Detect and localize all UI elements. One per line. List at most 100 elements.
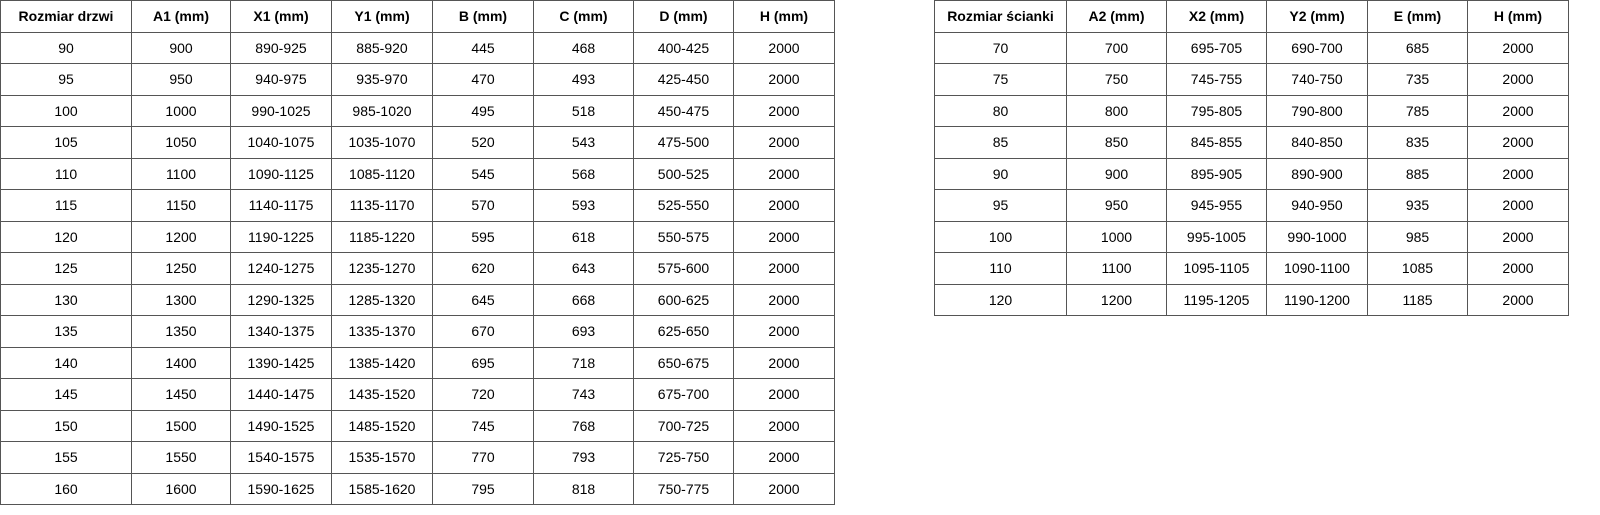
table-cell: 1035-1070 bbox=[331, 126, 433, 159]
table-cell: 740-750 bbox=[1266, 63, 1368, 96]
table-cell: 985 bbox=[1367, 220, 1468, 253]
table-cell: 2000 bbox=[733, 63, 835, 96]
table-row: 90 900 895-905 890-900 885 2000 bbox=[934, 157, 1569, 190]
table-cell: 718 bbox=[533, 346, 634, 379]
column-header: C (mm) bbox=[533, 0, 634, 33]
table-cell: 985-1020 bbox=[331, 94, 433, 127]
table-cell: 693 bbox=[533, 315, 634, 348]
table-cell: 1200 bbox=[1066, 283, 1167, 316]
table-cell: 90 bbox=[934, 157, 1067, 190]
table-cell: 1400 bbox=[131, 346, 231, 379]
table-cell: 595 bbox=[432, 220, 534, 253]
table-cell: 700-725 bbox=[633, 409, 734, 442]
column-header: A2 (mm) bbox=[1066, 0, 1167, 33]
table-row: 110 1100 1095-1105 1090-1100 1085 2000 bbox=[934, 252, 1569, 285]
table-cell: 2000 bbox=[1467, 220, 1569, 253]
table-cell: 940-975 bbox=[230, 63, 332, 96]
table-cell: 568 bbox=[533, 157, 634, 190]
table-cell: 1040-1075 bbox=[230, 126, 332, 159]
table-cell: 1450 bbox=[131, 378, 231, 411]
table-cell: 620 bbox=[432, 252, 534, 285]
table-cell: 500-525 bbox=[633, 157, 734, 190]
table-cell: 1190-1200 bbox=[1266, 283, 1368, 316]
table-cell: 645 bbox=[432, 283, 534, 316]
table-cell: 850 bbox=[1066, 126, 1167, 159]
table-cell: 795-805 bbox=[1166, 94, 1267, 127]
table-cell: 650-675 bbox=[633, 346, 734, 379]
table-cell: 1585-1620 bbox=[331, 472, 433, 505]
table-cell: 115 bbox=[0, 189, 132, 222]
table-cell: 518 bbox=[533, 94, 634, 127]
table-row: 100 1000 995-1005 990-1000 985 2000 bbox=[934, 220, 1569, 253]
table-cell: 1285-1320 bbox=[331, 283, 433, 316]
table-cell: 100 bbox=[0, 94, 132, 127]
table-cell: 1085-1120 bbox=[331, 157, 433, 190]
table-cell: 425-450 bbox=[633, 63, 734, 96]
table-row: 150 1500 1490-1525 1485-1520 745 768 700-725 20… bbox=[0, 409, 835, 442]
table-cell: 1150 bbox=[131, 189, 231, 222]
table-row: 155 1550 1540-1575 1535-1570 770 793 725-750 20… bbox=[0, 441, 835, 474]
table-cell: 520 bbox=[432, 126, 534, 159]
table-cell: 900 bbox=[131, 31, 231, 64]
table-row: 100 1000 990-1025 985-1020 495 518 450-475 2000 bbox=[0, 94, 835, 127]
table-cell: 445 bbox=[432, 31, 534, 64]
table-cell: 493 bbox=[533, 63, 634, 96]
table-cell: 995-1005 bbox=[1166, 220, 1267, 253]
table-cell: 720 bbox=[432, 378, 534, 411]
table-cell: 685 bbox=[1367, 31, 1468, 64]
table-cell: 2000 bbox=[1467, 189, 1569, 222]
table-cell: 1185 bbox=[1367, 283, 1468, 316]
table-cell: 735 bbox=[1367, 63, 1468, 96]
table-cell: 525-550 bbox=[633, 189, 734, 222]
table-cell: 2000 bbox=[733, 409, 835, 442]
table-cell: 1485-1520 bbox=[331, 409, 433, 442]
table-cell: 770 bbox=[432, 441, 534, 474]
table-cell: 1335-1370 bbox=[331, 315, 433, 348]
table-cell: 890-900 bbox=[1266, 157, 1368, 190]
table-cell: 1290-1325 bbox=[230, 283, 332, 316]
table-cell: 745-755 bbox=[1166, 63, 1267, 96]
column-header: E (mm) bbox=[1367, 0, 1468, 33]
table-cell: 840-850 bbox=[1266, 126, 1368, 159]
table-cell: 2000 bbox=[733, 189, 835, 222]
table-cell: 835 bbox=[1367, 126, 1468, 159]
table-cell: 1050 bbox=[131, 126, 231, 159]
table-row: 160 1600 1590-1625 1585-1620 795 818 750-775 20… bbox=[0, 472, 835, 505]
table-cell: 1000 bbox=[131, 94, 231, 127]
table-cell: 1200 bbox=[131, 220, 231, 253]
table-cell: 2000 bbox=[1467, 94, 1569, 127]
table-cell: 120 bbox=[0, 220, 132, 253]
table-cell: 945-955 bbox=[1166, 189, 1267, 222]
table-cell: 743 bbox=[533, 378, 634, 411]
table-cell: 550-575 bbox=[633, 220, 734, 253]
table-row: 75 750 745-755 740-750 735 2000 bbox=[934, 63, 1569, 96]
table-cell: 668 bbox=[533, 283, 634, 316]
table-cell: 1090-1125 bbox=[230, 157, 332, 190]
table-cell: 2000 bbox=[1467, 252, 1569, 285]
column-header: H (mm) bbox=[1467, 0, 1569, 33]
table-cell: 1540-1575 bbox=[230, 441, 332, 474]
table-cell: 1140-1175 bbox=[230, 189, 332, 222]
table-cell: 1500 bbox=[131, 409, 231, 442]
table-cell: 1350 bbox=[131, 315, 231, 348]
column-header: Rozmiar ścianki bbox=[934, 0, 1067, 33]
table-cell: 885-920 bbox=[331, 31, 433, 64]
table-row: 120 1200 1190-1225 1185-1220 595 618 550-575 20… bbox=[0, 220, 835, 253]
column-header: X1 (mm) bbox=[230, 0, 332, 33]
table-cell: 160 bbox=[0, 472, 132, 505]
table-row: 105 1050 1040-1075 1035-1070 520 543 475-500 20… bbox=[0, 126, 835, 159]
table-cell: 2000 bbox=[733, 126, 835, 159]
table-cell: 575-600 bbox=[633, 252, 734, 285]
table-cell: 1300 bbox=[131, 283, 231, 316]
table-row: 140 1400 1390-1425 1385-1420 695 718 650-675 20… bbox=[0, 346, 835, 379]
header-row: Rozmiar drzwi A1 (mm) X1 (mm) Y1 (mm) B (mm)… bbox=[0, 0, 835, 33]
table-cell: 935-970 bbox=[331, 63, 433, 96]
table-cell: 890-925 bbox=[230, 31, 332, 64]
table-cell: 950 bbox=[1066, 189, 1167, 222]
table-cell: 2000 bbox=[733, 472, 835, 505]
table-cell: 570 bbox=[432, 189, 534, 222]
table-cell: 935 bbox=[1367, 189, 1468, 222]
table-cell: 120 bbox=[934, 283, 1067, 316]
header-row: Rozmiar ścianki A2 (mm) X2 (mm) Y2 (mm) E (m… bbox=[934, 0, 1569, 33]
table-cell: 940-950 bbox=[1266, 189, 1368, 222]
